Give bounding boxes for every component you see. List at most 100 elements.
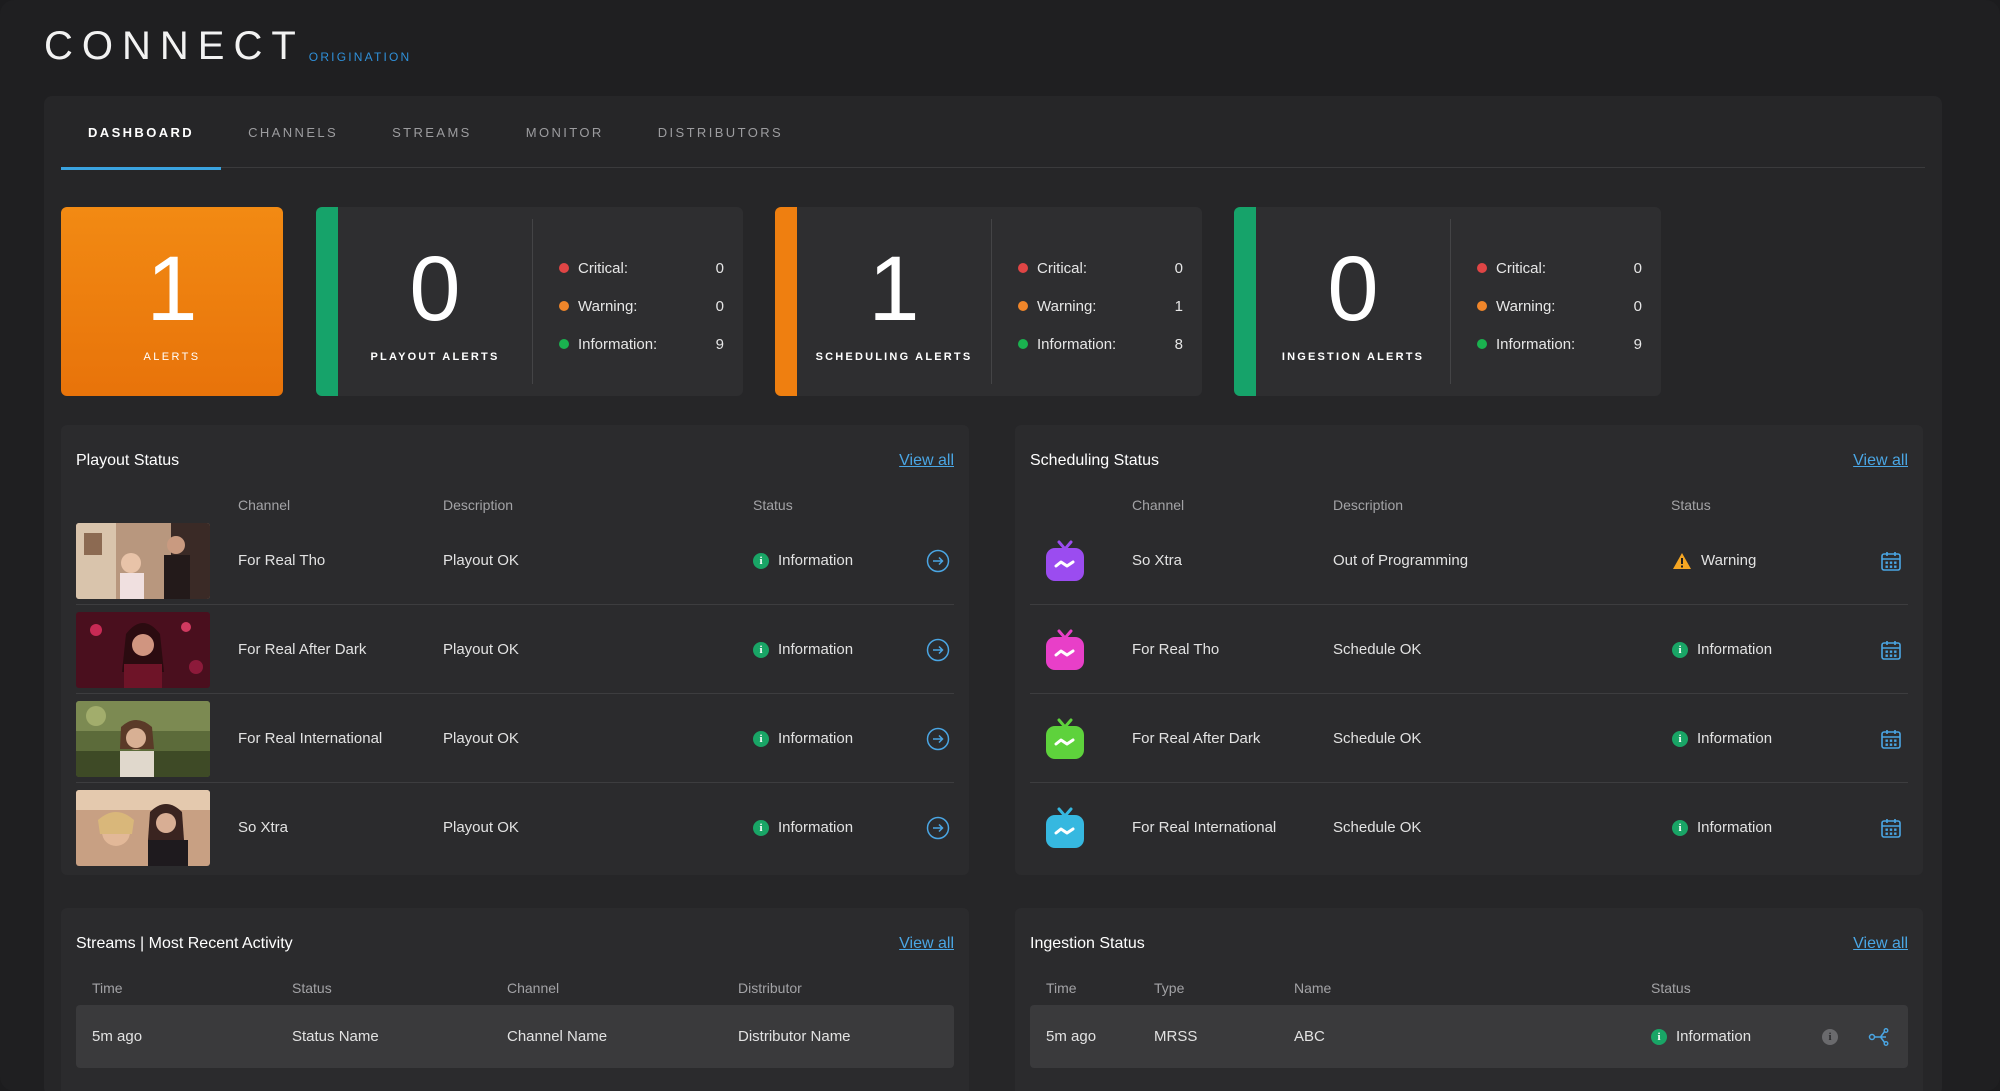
warning-dot-icon bbox=[1018, 301, 1028, 311]
column-header-description: Description bbox=[443, 497, 514, 513]
calendar-icon[interactable] bbox=[1880, 516, 1902, 605]
info-label: Information: bbox=[1037, 335, 1117, 353]
ingestion-alerts-label: INGESTION ALERTS bbox=[1281, 350, 1425, 363]
table-row[interactable]: For Real Tho Schedule OK i Information bbox=[1030, 605, 1908, 694]
channel-thumbnail bbox=[76, 523, 210, 599]
table-row[interactable]: For Real After Dark Schedule OK i Informa… bbox=[1030, 694, 1908, 783]
calendar-icon[interactable] bbox=[1880, 605, 1902, 694]
ingestion-status-title: Ingestion Status bbox=[1030, 935, 1145, 952]
tv-channel-icon bbox=[1045, 629, 1085, 671]
open-arrow-icon[interactable] bbox=[926, 783, 950, 872]
description: Playout OK bbox=[443, 819, 519, 836]
card-divider bbox=[532, 219, 533, 384]
ingestion-status-section: Ingestion Status View all Time Type Name… bbox=[1015, 908, 1923, 1091]
calendar-icon[interactable] bbox=[1880, 783, 1902, 872]
ingestion-alerts-card[interactable]: 0 INGESTION ALERTS Critical: 0 Warning: 0 … bbox=[1234, 207, 1661, 396]
table-row[interactable]: So Xtra Playout OK i Information bbox=[76, 783, 954, 872]
info-icon: i bbox=[1672, 641, 1688, 658]
critical-count: 0 bbox=[715, 259, 724, 277]
tab-distributors[interactable]: DISTRIBUTORS bbox=[657, 124, 784, 140]
type: MRSS bbox=[1154, 1028, 1198, 1045]
card-divider bbox=[991, 219, 992, 384]
critical-dot-icon bbox=[1477, 263, 1487, 273]
description: Schedule OK bbox=[1333, 641, 1422, 658]
table-row[interactable]: For Real After Dark Playout OK i Informat… bbox=[76, 605, 954, 694]
channel-name: For Real International bbox=[1132, 819, 1277, 836]
streams-view-all-link[interactable]: View all bbox=[899, 935, 954, 952]
column-header-distributor: Distributor bbox=[738, 980, 802, 996]
calendar-icon[interactable] bbox=[1880, 694, 1902, 783]
scheduling-status-section: Scheduling Status View all Channel Descr… bbox=[1015, 425, 1923, 875]
table-row[interactable]: For Real Tho Playout OK i Information bbox=[76, 516, 954, 605]
table-row[interactable]: 5m ago Status Name Channel Name Distribu… bbox=[76, 1005, 954, 1068]
column-header-time: Time bbox=[92, 980, 123, 996]
critical-dot-icon bbox=[1018, 263, 1028, 273]
description: Playout OK bbox=[443, 730, 519, 747]
ingestion-view-all-link[interactable]: View all bbox=[1853, 935, 1908, 952]
column-header-status: Status bbox=[1671, 497, 1711, 513]
status: i Information bbox=[1672, 783, 1772, 872]
tv-channel-icon bbox=[1045, 718, 1085, 760]
time: 5m ago bbox=[92, 1028, 143, 1045]
table-row[interactable]: So Xtra Out of Programming Warning bbox=[1030, 516, 1908, 605]
warning-icon bbox=[1673, 552, 1691, 569]
table-row[interactable]: For Real International Playout OK i Infor… bbox=[76, 694, 954, 783]
scheduling-status-title: Scheduling Status bbox=[1030, 452, 1159, 469]
logo-sub-text: ORIGINATION bbox=[308, 50, 412, 64]
tab-monitor[interactable]: MONITOR bbox=[525, 124, 604, 140]
table-row[interactable]: For Real International Schedule OK i Info… bbox=[1030, 783, 1908, 872]
table-row[interactable]: 5m ago MRSS ABC i Information i bbox=[1030, 1005, 1908, 1068]
info-icon: i bbox=[753, 641, 769, 658]
status-label: Information bbox=[778, 730, 854, 747]
channel-name: For Real After Dark bbox=[1132, 730, 1261, 747]
tab-channels[interactable]: CHANNELS bbox=[248, 124, 339, 140]
info-count: 9 bbox=[1633, 335, 1642, 353]
time: 5m ago bbox=[1046, 1028, 1097, 1045]
channel-name: So Xtra bbox=[238, 819, 289, 836]
streams-activity-title: Streams | Most Recent Activity bbox=[76, 935, 293, 952]
warning-label: Warning: bbox=[1037, 297, 1097, 315]
warning-count: 0 bbox=[1633, 297, 1642, 315]
open-arrow-icon[interactable] bbox=[926, 694, 950, 783]
channel-thumbnail bbox=[76, 612, 210, 688]
open-arrow-icon[interactable] bbox=[926, 516, 950, 605]
open-arrow-icon[interactable] bbox=[926, 605, 950, 694]
info-dot-icon bbox=[559, 339, 569, 349]
playout-alerts-breakdown: Critical: 0 Warning: 0 Information: 9 bbox=[559, 249, 724, 363]
info-icon: i bbox=[753, 819, 769, 836]
status: i Information bbox=[1672, 605, 1772, 694]
column-header-status: Status bbox=[753, 497, 793, 513]
status: i Information bbox=[1672, 694, 1772, 783]
ingestion-alerts-accent-bar bbox=[1234, 207, 1256, 396]
ingestion-alerts-breakdown: Critical: 0 Warning: 0 Information: 9 bbox=[1477, 249, 1642, 363]
scheduling-view-all-link[interactable]: View all bbox=[1853, 452, 1908, 469]
distribute-icon[interactable] bbox=[1867, 1005, 1891, 1068]
playout-alerts-count: 0 bbox=[409, 237, 461, 340]
tab-dashboard[interactable]: DASHBOARD bbox=[61, 96, 222, 170]
tab-streams[interactable]: STREAMS bbox=[392, 124, 472, 140]
description: Playout OK bbox=[443, 641, 519, 658]
scheduling-alerts-accent-bar bbox=[775, 207, 797, 396]
column-header-channel: Channel bbox=[238, 497, 291, 513]
playout-alerts-card[interactable]: 0 PLAYOUT ALERTS Critical: 0 Warning: 0 In… bbox=[316, 207, 743, 396]
column-header-status: Status bbox=[1651, 980, 1691, 996]
status-label: Information bbox=[778, 641, 854, 658]
status: Warning bbox=[1672, 516, 1756, 605]
playout-view-all-link[interactable]: View all bbox=[899, 452, 954, 469]
status: i Information bbox=[753, 516, 853, 605]
status-label: Information bbox=[1697, 730, 1773, 747]
scheduling-alerts-breakdown: Critical: 0 Warning: 1 Information: 8 bbox=[1018, 249, 1183, 363]
warning-count: 1 bbox=[1174, 297, 1183, 315]
status: i Information bbox=[753, 605, 853, 694]
details-info-icon[interactable]: i bbox=[1822, 1005, 1838, 1068]
total-alerts-card[interactable]: 1 ALERTS bbox=[61, 207, 283, 396]
status-label: Information bbox=[1697, 819, 1773, 836]
info-label: Information: bbox=[578, 335, 658, 353]
warning-label: Warning: bbox=[578, 297, 638, 315]
critical-label: Critical: bbox=[1037, 259, 1088, 277]
column-header-status: Status bbox=[292, 980, 332, 996]
scheduling-alerts-card[interactable]: 1 SCHEDULING ALERTS Critical: 0 Warning: 1… bbox=[775, 207, 1202, 396]
critical-dot-icon bbox=[559, 263, 569, 273]
playout-status-section: Playout Status View all Channel Descript… bbox=[61, 425, 969, 875]
